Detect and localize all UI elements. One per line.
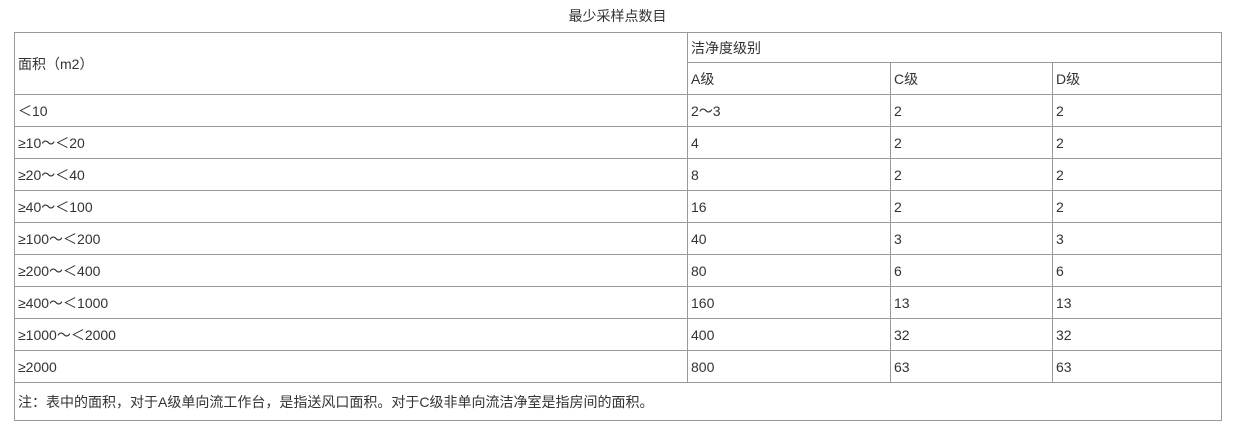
cleanliness-header-cell: 洁净度级别 xyxy=(686,32,1223,63)
area-cell: ≥1000～＜2000 xyxy=(14,318,688,351)
area-cell: ≥40～＜100 xyxy=(14,190,688,223)
value-cell-c: 2 xyxy=(890,158,1053,191)
value-cell-d: 63 xyxy=(1051,350,1223,383)
value-cell-c: 2 xyxy=(890,126,1053,159)
table-title: 最少采样点数目 xyxy=(568,8,667,24)
area-cell: ≥20～＜40 xyxy=(14,158,688,191)
class-header-cell-c: C级 xyxy=(890,62,1053,95)
area-header-cell: 面积（m2） xyxy=(14,32,688,95)
value-cell-a: 2～3 xyxy=(687,94,891,127)
value-cell-d: 6 xyxy=(1051,254,1223,287)
value-cell-a: 16 xyxy=(687,190,891,223)
table-row: ≥20～＜40 8 2 2 xyxy=(14,158,1223,191)
value-cell-d: 3 xyxy=(1051,222,1223,255)
value-cell-a: 80 xyxy=(687,254,891,287)
value-cell-c: 13 xyxy=(890,286,1053,319)
value-cell-d: 13 xyxy=(1051,286,1223,319)
value-cell-a: 8 xyxy=(687,158,891,191)
value-cell-a: 160 xyxy=(687,286,891,319)
value-cell-d: 2 xyxy=(1051,126,1223,159)
value-cell-c: 63 xyxy=(890,350,1053,383)
header-row-classes: A级 C级 D级 xyxy=(15,62,1223,95)
area-cell: ≥10～＜20 xyxy=(14,126,688,159)
value-cell-c: 2 xyxy=(890,94,1053,127)
table-row: ≥40～＜100 16 2 2 xyxy=(14,190,1223,223)
header-row-top: 面积（m2） 洁净度级别 xyxy=(14,32,1223,95)
value-cell-c: 6 xyxy=(890,254,1053,287)
area-cell: ＜10 xyxy=(14,94,688,127)
value-cell-c: 3 xyxy=(890,222,1053,255)
class-header-cell-a: A级 xyxy=(687,62,891,95)
table-row: ≥100～＜200 40 3 3 xyxy=(14,222,1223,255)
value-cell-d: 2 xyxy=(1051,158,1223,191)
value-cell-c: 2 xyxy=(890,190,1053,223)
value-cell-a: 40 xyxy=(687,222,891,255)
value-cell-d: 32 xyxy=(1051,318,1223,351)
table-row: ≥10～＜20 4 2 2 xyxy=(14,126,1223,159)
value-cell-c: 32 xyxy=(890,318,1053,351)
table-row: ≥2000 800 63 63 xyxy=(14,350,1223,383)
value-cell-a: 800 xyxy=(687,350,891,383)
area-cell: ≥400～＜1000 xyxy=(14,286,688,319)
value-cell-d: 2 xyxy=(1051,94,1223,127)
min-sampling-points-table: 面积（m2） 洁净度级别 A级 C级 D级 ＜10 2～3 2 2 ≥10～＜2… xyxy=(13,32,1223,421)
class-header-cell-d: D级 xyxy=(1051,62,1223,95)
table-row: ≥200～＜400 80 6 6 xyxy=(14,254,1223,287)
value-cell-a: 400 xyxy=(687,318,891,351)
area-cell: ≥2000 xyxy=(14,350,688,383)
table-row: ≥1000～＜2000 400 32 32 xyxy=(14,318,1223,351)
value-cell-d: 2 xyxy=(1051,190,1223,223)
table-row: ＜10 2～3 2 2 xyxy=(14,94,1223,127)
value-cell-a: 4 xyxy=(687,126,891,159)
table-row: ≥400～＜1000 160 13 13 xyxy=(14,286,1223,319)
table-note: 注：表中的面积，对于A级单向流工作台，是指送风口面积。对于C级非单向流洁净室是指… xyxy=(13,382,1223,421)
note-row: 注：表中的面积，对于A级单向流工作台，是指送风口面积。对于C级非单向流洁净室是指… xyxy=(13,382,1223,421)
area-cell: ≥100～＜200 xyxy=(14,222,688,255)
area-cell: ≥200～＜400 xyxy=(14,254,688,287)
